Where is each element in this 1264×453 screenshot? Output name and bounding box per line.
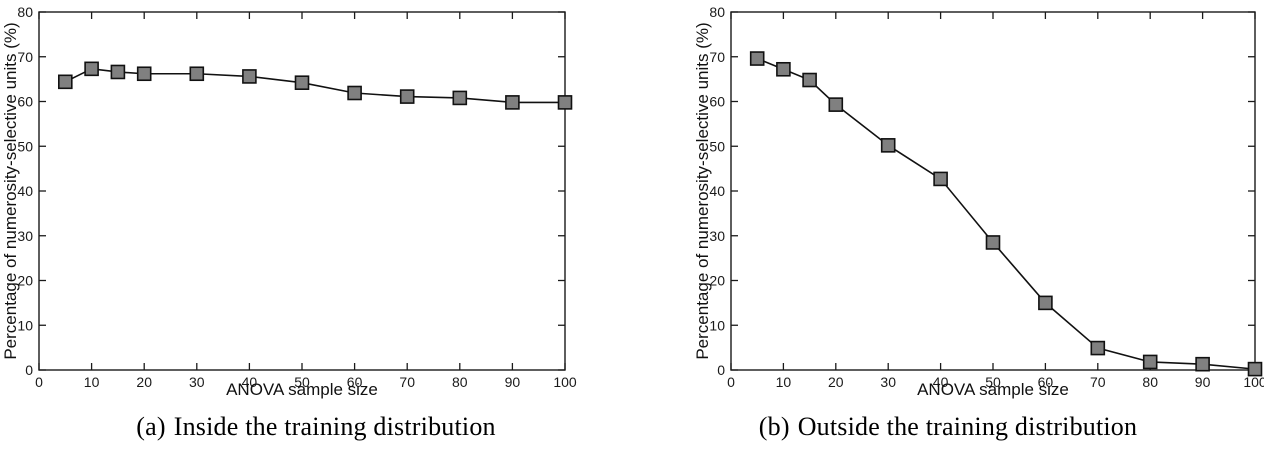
panel-b-y-axis-title: Percentage of numerosity-selective units… — [693, 22, 712, 359]
panel-b-data-point — [985, 235, 1001, 250]
panel-a-data-point — [242, 69, 257, 84]
panel-a-y-tick-label: 10 — [17, 317, 33, 333]
panel-a-x-tick-label: 30 — [189, 374, 205, 390]
panel-a-x-tick-label: 70 — [399, 374, 415, 390]
panel-a-x-tick-label: 60 — [347, 374, 363, 390]
panel-a-caption: (a) Inside the training distribution — [0, 412, 632, 442]
panel-b-x-tick-label: 70 — [1090, 374, 1106, 390]
panel-a-caption-tag: (a) — [136, 412, 166, 441]
panel-a-x-tick-label: 50 — [294, 374, 310, 390]
panel-a-data-point — [294, 75, 310, 90]
panel-b-data-point — [802, 72, 817, 88]
panel-b-data-point — [1247, 361, 1263, 377]
panel-b-data-markers — [749, 51, 1263, 377]
panel-b-x-tick-label: 30 — [880, 374, 896, 390]
panel-b-caption: (b) Outside the training distribution — [632, 412, 1264, 442]
panel-b-x-tick-label: 80 — [1142, 374, 1158, 390]
panel-b-plot: 0 10 20 30 40 50 60 70 80 0 10 20 30 40 50 60 70 80 90 100… — [632, 0, 1264, 400]
panel-b-y-tick-label: 0 — [717, 362, 725, 378]
panel-a-plot: 0 10 20 30 40 50 60 70 80 0 10 20 30 40 50 60 70 80 90 100… — [0, 0, 632, 400]
panel-a-y-tick-label: 50 — [17, 138, 33, 154]
panel-b-x-tick-label: 0 — [727, 374, 735, 390]
panel-a-data-point — [452, 90, 468, 106]
panel-b-data-point — [880, 138, 896, 153]
panel-a-y-tick-label: 70 — [17, 49, 33, 65]
panel-a-caption-text: Inside the training distribution — [173, 412, 496, 441]
panel-a-y-tick-label: 40 — [17, 183, 33, 199]
panel-b-y-tick-label: 30 — [709, 228, 725, 244]
panel-b-caption-tag: (b) — [758, 412, 790, 441]
panel-a-y-ticks: 0 10 20 30 40 50 60 70 80 — [17, 4, 565, 378]
panel-a-y-axis-title: Percentage of numerosity-selective units… — [1, 22, 20, 359]
panel-b-data-point — [828, 97, 844, 112]
panel-b-caption-text: Outside the training distribution — [797, 412, 1138, 441]
panel-b-y-tick-label: 70 — [709, 49, 725, 65]
panel-a-data-point — [136, 66, 152, 82]
panel-a-data-point — [110, 64, 126, 80]
panel-a-y-tick-label: 30 — [17, 228, 33, 244]
panel-b-y-tick-label: 20 — [709, 273, 725, 289]
panel-b: 0 10 20 30 40 50 60 70 80 0 10 20 30 40 50 60 70 80 90 100… — [632, 0, 1264, 453]
panel-b-svg: 0 10 20 30 40 50 60 70 80 0 10 20 30 40 50 60 70 80 90 100… — [693, 4, 1264, 399]
panel-b-data-point — [1195, 356, 1210, 372]
panel-b-x-tick-label: 40 — [933, 374, 949, 390]
panel-b-x-tick-label: 20 — [828, 374, 844, 390]
panel-b-y-tick-label: 80 — [709, 4, 725, 20]
panel-a-data-point — [505, 95, 520, 110]
panel-a-x-tick-label: 100 — [553, 374, 577, 390]
panel-a-data-point — [84, 61, 99, 77]
panel-b-data-point — [933, 171, 948, 187]
panel-b-x-tick-label: 10 — [776, 374, 792, 390]
panel-a: 0 10 20 30 40 50 60 70 80 0 10 20 30 40 50 60 70 80 90 100… — [0, 0, 632, 442]
panel-a-data-markers — [57, 61, 573, 110]
panel-b-x-tick-label: 100 — [1243, 374, 1264, 390]
panel-b-y-tick-label: 50 — [709, 138, 725, 154]
panel-a-data-point — [557, 95, 573, 110]
panel-b-y-ticks: 0 10 20 30 40 50 60 70 80 — [709, 4, 1255, 378]
panel-b-x-ticks: 0 10 20 30 40 50 60 70 80 90 100 — [727, 12, 1264, 390]
panel-a-x-tick-label: 10 — [84, 374, 100, 390]
panel-a-svg: 0 10 20 30 40 50 60 70 80 0 10 20 30 40 50 60 70 80 90 100… — [1, 4, 577, 399]
panel-b-x-tick-label: 50 — [985, 374, 1001, 390]
panel-b-y-tick-label: 10 — [709, 317, 725, 333]
panel-b-plot-frame — [730, 11, 1256, 371]
panel-a-x-tick-label: 90 — [505, 374, 521, 390]
panel-a-data-point — [347, 85, 362, 101]
panel-a-y-tick-label: 0 — [25, 362, 33, 378]
panel-a-x-axis-title: ANOVA sample size — [226, 380, 378, 399]
panel-a-y-tick-label: 80 — [17, 4, 33, 20]
panel-a-x-tick-label: 20 — [136, 374, 152, 390]
panel-b-axes — [730, 11, 1256, 371]
panel-a-x-ticks: 0 10 20 30 40 50 60 70 80 90 100 — [35, 12, 577, 390]
panel-a-data-point — [57, 74, 73, 90]
panel-b-y-tick-label: 60 — [709, 94, 725, 110]
panel-a-y-tick-label: 60 — [17, 94, 33, 110]
panel-a-data-point — [399, 89, 415, 104]
panel-b-x-tick-label: 60 — [1038, 374, 1054, 390]
panel-a-y-tick-label: 20 — [17, 273, 33, 289]
panel-a-data-point — [189, 66, 205, 82]
panel-b-x-tick-label: 90 — [1195, 374, 1211, 390]
panel-b-y-tick-label: 40 — [709, 183, 725, 199]
panel-a-x-tick-label: 40 — [242, 374, 258, 390]
panel-a-series — [57, 61, 573, 110]
panel-b-data-point — [776, 61, 791, 77]
panel-b-data-point — [1142, 354, 1158, 370]
panel-b-data-point — [749, 51, 765, 66]
panel-a-x-tick-label: 0 — [35, 374, 43, 390]
panel-a-x-tick-label: 80 — [452, 374, 468, 390]
panel-b-data-point — [1090, 340, 1106, 356]
panel-b-x-axis-title: ANOVA sample size — [917, 380, 1069, 399]
panel-b-data-point — [1038, 295, 1053, 311]
panel-b-series — [749, 51, 1263, 377]
